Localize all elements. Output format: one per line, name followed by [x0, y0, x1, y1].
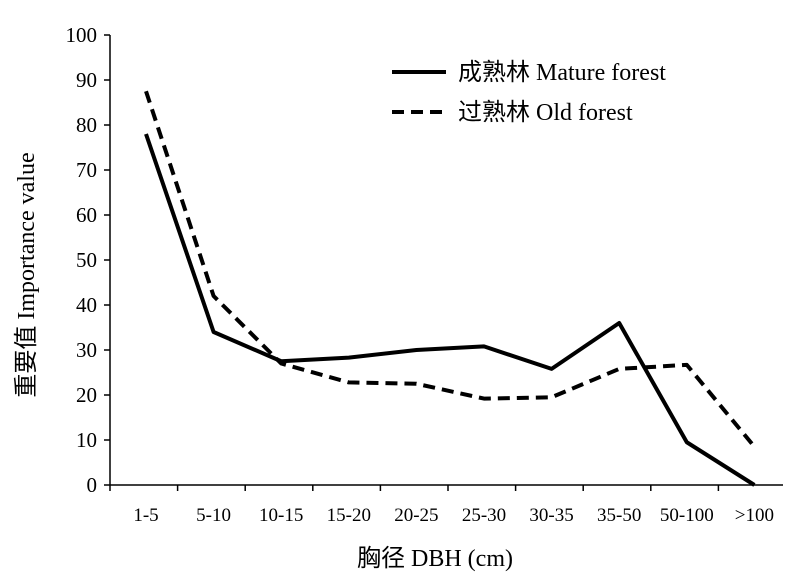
x-tick-label: 35-50	[597, 505, 641, 526]
y-axis-label: 重要值 Importance value	[13, 152, 40, 397]
x-axis-ticks: 1-5 5-10 10-15 15-20 20-25 25-30 30-35 35-50 50-…	[109, 485, 774, 526]
y-tick-label: 20	[76, 383, 97, 407]
y-tick-label: 0	[87, 473, 98, 497]
y-tick-label: 30	[76, 338, 97, 362]
y-tick-label: 80	[76, 113, 97, 137]
x-tick-label: 20-25	[394, 505, 438, 526]
y-tick-label: 40	[76, 293, 97, 317]
x-tick-label: >100	[735, 505, 774, 526]
x-tick-label: 50-100	[660, 505, 714, 526]
y-tick-label: 70	[76, 158, 97, 182]
x-tick-label: 10-15	[259, 505, 303, 526]
x-tick-label: 1-5	[133, 505, 158, 526]
series-line-old-forest	[144, 90, 756, 449]
x-tick-label: 30-35	[529, 505, 573, 526]
x-tick-label: 15-20	[327, 505, 371, 526]
legend-label-mature: 成熟林 Mature forest	[458, 59, 666, 86]
series-line-mature-forest	[144, 133, 756, 487]
legend-label-old: 过熟林 Old forest	[458, 99, 633, 126]
y-tick-label: 90	[76, 68, 97, 92]
x-tick-label: 25-30	[462, 505, 506, 526]
y-axis-ticks: 0 10 20 30 40 50 60 70 80 90 100	[66, 23, 110, 497]
y-tick-label: 10	[76, 428, 97, 452]
y-tick-label: 50	[76, 248, 97, 272]
x-tick-label: 5-10	[196, 505, 231, 526]
x-axis-label: 胸径 DBH (cm)	[357, 545, 513, 572]
y-tick-label: 100	[66, 23, 98, 47]
legend: 成熟林 Mature forest 过熟林 Old forest	[392, 59, 666, 126]
series-lines	[144, 90, 756, 487]
y-tick-label: 60	[76, 203, 97, 227]
